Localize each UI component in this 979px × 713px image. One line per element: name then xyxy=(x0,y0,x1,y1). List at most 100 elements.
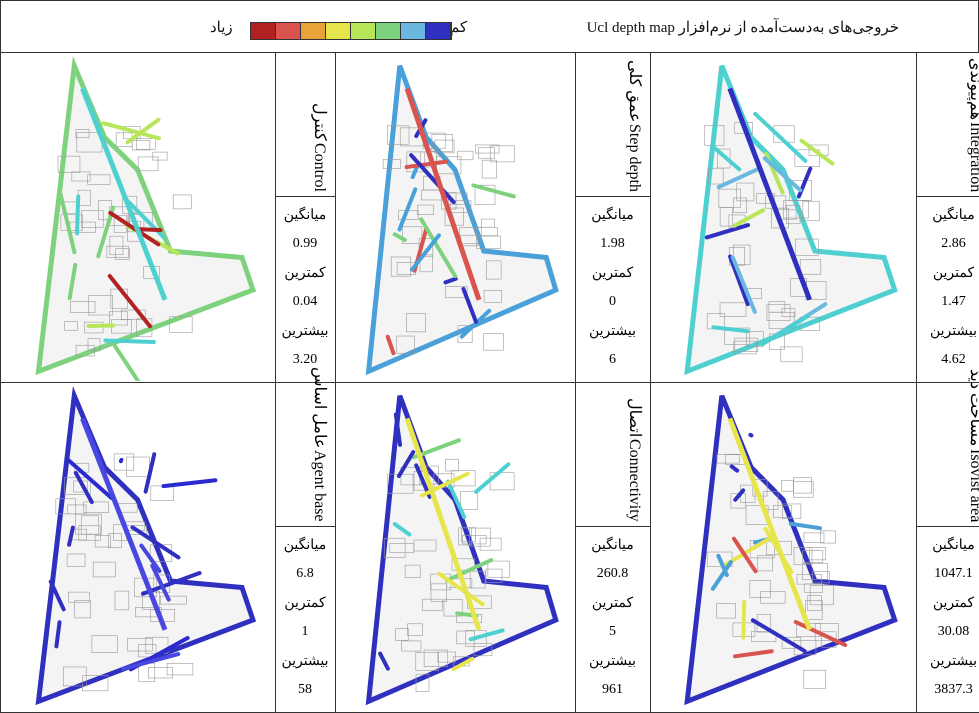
map-shape xyxy=(445,286,468,299)
map-shape xyxy=(444,558,494,583)
stat-max-label: بیشترین xyxy=(929,324,978,339)
map-shape xyxy=(160,595,187,605)
map-shape xyxy=(780,346,803,363)
map-shape xyxy=(78,525,101,541)
map-shape xyxy=(684,394,898,706)
map-shape xyxy=(92,561,116,578)
map-shape xyxy=(469,570,486,589)
metric-name: Agent base عامل اساس xyxy=(283,367,329,522)
metric-name: Isovist area مساحت دید xyxy=(924,369,979,522)
map-shape xyxy=(748,432,754,438)
stat-max-label: بیشترین xyxy=(588,324,637,339)
stat-min-label: کمترین xyxy=(284,266,326,281)
map-shape xyxy=(378,651,390,671)
map-shape xyxy=(401,640,422,652)
map-shape xyxy=(781,308,796,318)
map-shape xyxy=(483,290,502,303)
stat-min: 1 xyxy=(301,624,309,639)
map-shape xyxy=(793,477,812,494)
map-shape xyxy=(727,87,812,301)
legend-swatch xyxy=(326,23,351,39)
map-shape xyxy=(161,478,218,489)
map-shape xyxy=(481,218,496,228)
map-shape xyxy=(139,543,162,573)
map-shape xyxy=(125,117,161,145)
map-shape xyxy=(763,491,779,510)
map-shape xyxy=(62,666,87,687)
map-shape xyxy=(75,129,90,139)
stat-mean: 260.8 xyxy=(596,566,629,581)
metric-name-en: Connectivity xyxy=(626,439,643,522)
map-shape xyxy=(48,579,66,612)
map-shape xyxy=(121,309,146,321)
map-shape xyxy=(730,255,757,314)
legend-scale xyxy=(250,22,452,40)
map-shape xyxy=(382,159,401,169)
map xyxy=(684,394,898,706)
map-shape xyxy=(451,558,475,571)
map-shape xyxy=(753,111,808,163)
map-shape xyxy=(365,64,559,376)
map-shape xyxy=(449,200,472,213)
stat-min: 30.08 xyxy=(937,624,970,639)
map-shape xyxy=(108,210,161,247)
map xyxy=(35,56,257,381)
map-shape xyxy=(803,532,825,543)
map-shape xyxy=(760,591,786,604)
legend-swatch xyxy=(401,23,426,39)
map-shape xyxy=(397,187,418,232)
map-shape xyxy=(760,313,811,347)
map-shape xyxy=(402,226,423,244)
map-shape xyxy=(750,618,807,654)
map-shape xyxy=(716,603,736,619)
map-shape xyxy=(67,504,87,515)
map-shape xyxy=(732,649,774,659)
map-shape xyxy=(437,651,456,663)
map-shape xyxy=(751,631,777,642)
map-shape xyxy=(415,673,430,692)
map-shape xyxy=(476,235,501,249)
map xyxy=(684,64,898,376)
map-shape xyxy=(802,563,828,580)
map-shape xyxy=(479,537,502,551)
map-shape xyxy=(417,204,434,215)
map-shape xyxy=(109,311,128,326)
map-shape xyxy=(436,156,462,175)
metric-name: Step depth عمق کلی xyxy=(583,60,644,192)
map-shape xyxy=(64,321,79,331)
map-shape xyxy=(786,204,801,225)
map-shape xyxy=(65,457,114,500)
map-shape xyxy=(710,144,742,172)
metric-name-en: Integration xyxy=(967,121,979,192)
map-shape xyxy=(474,184,496,205)
map-shape xyxy=(410,233,441,272)
metric-name-fa: عامل اساس xyxy=(311,367,328,449)
map-shape xyxy=(150,563,171,602)
map-shape xyxy=(169,316,193,333)
map-shape xyxy=(431,134,454,152)
map-shape xyxy=(71,171,91,182)
map-shape xyxy=(445,458,459,472)
map-shape xyxy=(57,155,81,173)
map-shape xyxy=(812,571,830,584)
map-shape xyxy=(803,669,826,689)
legend-swatch xyxy=(351,23,376,39)
map-shape xyxy=(820,530,836,544)
legend-swatch xyxy=(276,23,301,39)
metric-name-fa: اتصال xyxy=(626,398,643,438)
map-shape xyxy=(727,417,812,631)
map-shape xyxy=(136,138,156,150)
map-shape xyxy=(749,580,771,598)
stat-max: 3.20 xyxy=(292,352,318,367)
stat-max-label: بیشترین xyxy=(281,654,329,669)
map-shape xyxy=(794,149,820,167)
stat-mean: 1.98 xyxy=(600,236,625,251)
map-shape xyxy=(474,462,511,494)
map-shape xyxy=(60,214,83,231)
map-shape xyxy=(461,286,478,324)
map-shape xyxy=(67,525,75,547)
map-shape xyxy=(732,208,766,228)
map-shape xyxy=(91,635,118,653)
map-shape xyxy=(487,560,510,578)
legend-swatch xyxy=(376,23,401,39)
